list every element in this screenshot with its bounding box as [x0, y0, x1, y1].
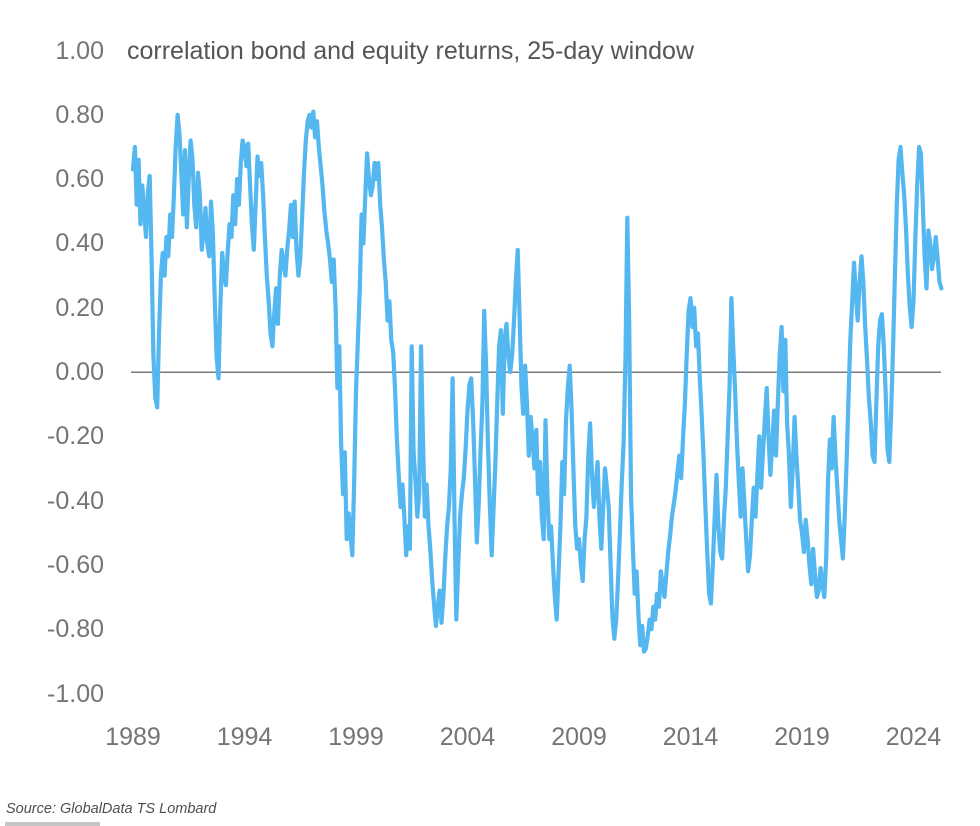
y-tick-label: 0.40 — [55, 229, 104, 258]
y-tick-label: -0.80 — [47, 615, 104, 644]
y-tick-label: 0.20 — [55, 293, 104, 322]
y-tick-label: -0.40 — [47, 486, 104, 515]
x-tick-label: 1999 — [328, 723, 384, 751]
y-tick-label: -0.60 — [47, 550, 104, 579]
y-tick-label: 0.80 — [55, 100, 104, 129]
x-tick-label: 1989 — [105, 723, 161, 751]
x-tick-label: 2009 — [551, 723, 607, 751]
chart-title: correlation bond and equity returns, 25-… — [127, 37, 695, 65]
correlation-line — [130, 109, 944, 654]
y-tick-label: 0.00 — [55, 358, 104, 386]
y-tick-label: 1.00 — [55, 36, 104, 65]
x-tick-label: 2019 — [774, 723, 830, 751]
x-tick-label: 2014 — [662, 723, 719, 751]
y-tick-label: 0.60 — [55, 165, 104, 194]
cropped-element-edge — [5, 822, 100, 826]
y-tick-label: -1.00 — [47, 679, 104, 708]
x-tick-label: 1994 — [216, 723, 273, 751]
x-tick-label: 2004 — [439, 723, 496, 751]
x-tick-label: 2024 — [885, 723, 942, 751]
y-tick-label: -0.20 — [47, 422, 104, 451]
source-note: Source: GlobalData TS Lombard — [6, 801, 217, 817]
